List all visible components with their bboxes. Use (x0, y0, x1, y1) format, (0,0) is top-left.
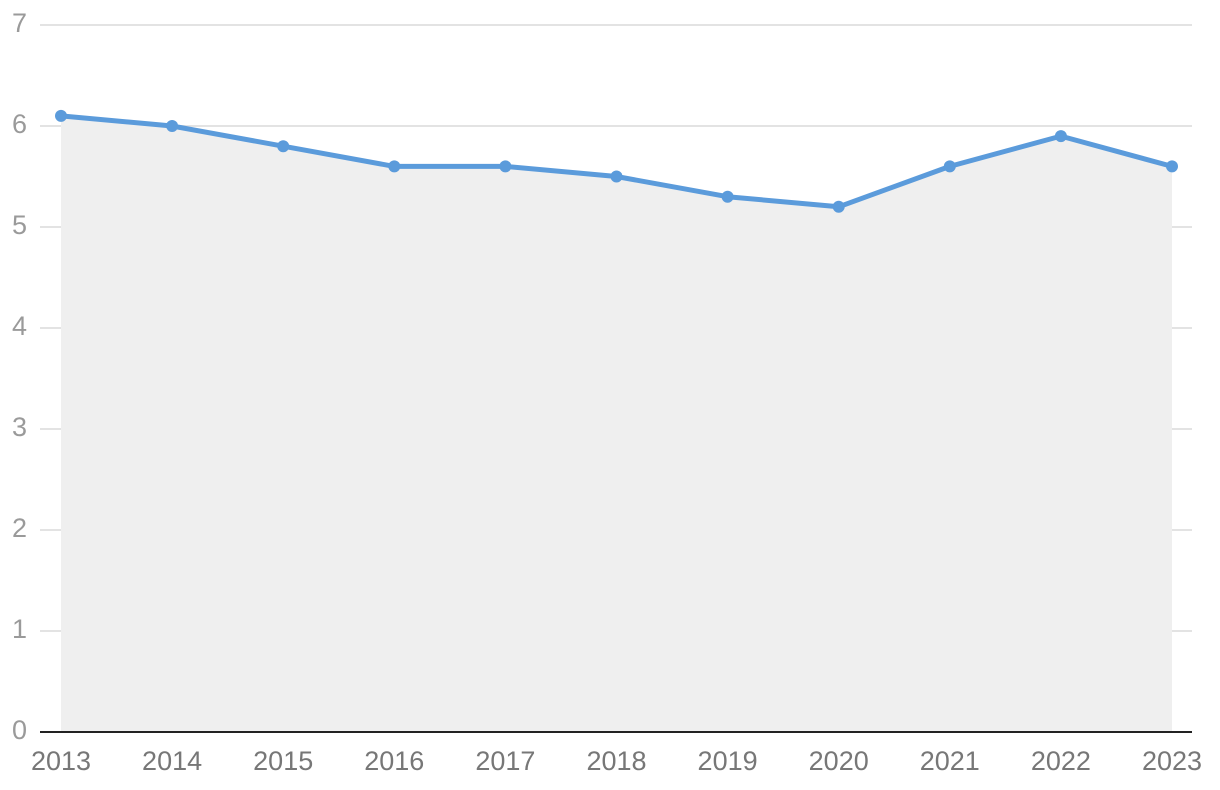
x-tick-label: 2021 (920, 746, 980, 776)
point (277, 140, 290, 153)
y-tick-label: 1 (12, 614, 27, 644)
point (721, 190, 734, 203)
y-tick-label: 6 (12, 109, 27, 139)
point (166, 120, 179, 132)
x-tick-label: 2018 (586, 746, 646, 776)
point (832, 200, 845, 213)
point (55, 109, 67, 122)
x-tick-label: 2020 (809, 746, 869, 776)
y-tick-label: 3 (12, 412, 27, 442)
point (1166, 160, 1178, 173)
x-tick-label: 2017 (475, 746, 535, 776)
point (1054, 130, 1067, 143)
x-tick-label: 2015 (253, 746, 313, 776)
x-tick-label: 2016 (364, 746, 424, 776)
x-tick-label: 2014 (142, 746, 202, 776)
point (943, 160, 956, 173)
y-tick-label: 5 (12, 210, 27, 240)
x-tick-label: 2022 (1031, 746, 1091, 776)
point (499, 160, 512, 173)
point (388, 160, 401, 173)
x-tick-label: 2023 (1142, 746, 1202, 776)
y-tick-label: 2 (12, 513, 27, 543)
point (610, 170, 623, 183)
x-tick-label: 2019 (698, 746, 758, 776)
y-tick-label: 7 (12, 8, 27, 38)
x-tick-label: 2013 (31, 746, 91, 776)
y-tick-label: 4 (12, 311, 27, 341)
area (61, 115, 1172, 732)
y-tick-label: 0 (12, 715, 27, 745)
